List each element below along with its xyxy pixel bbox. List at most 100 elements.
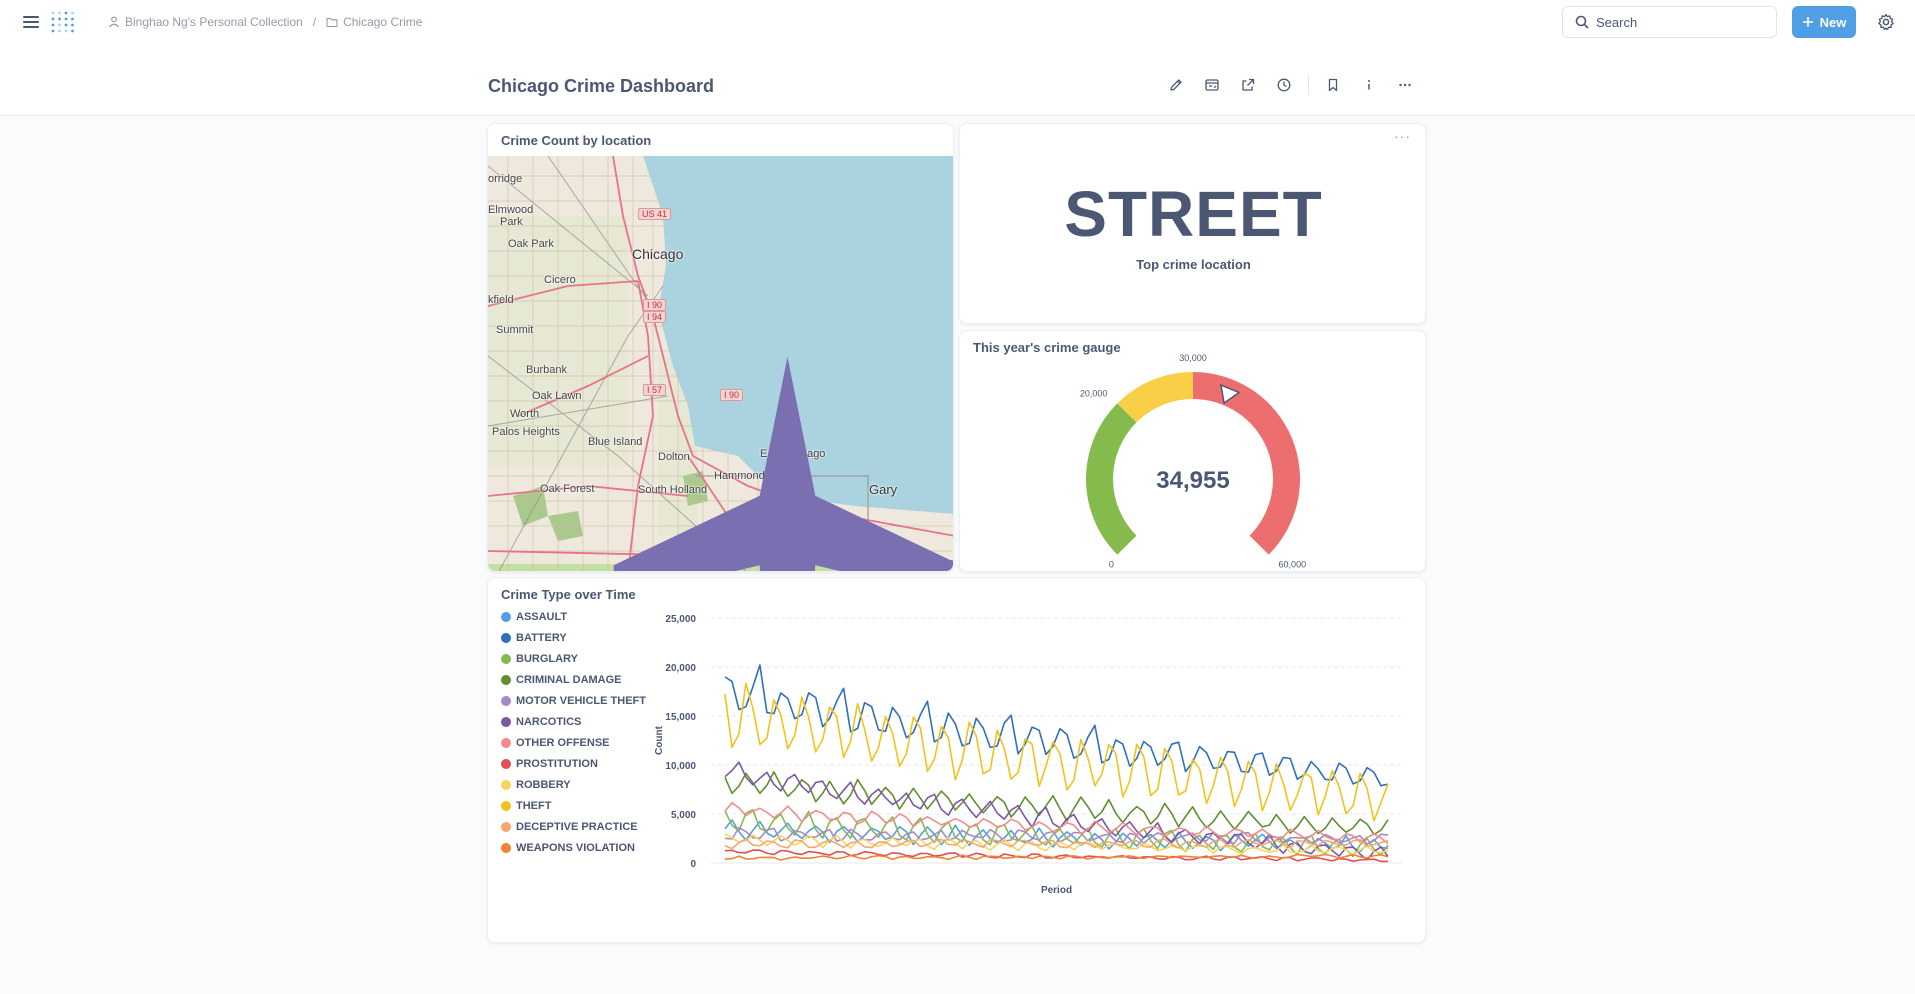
legend-label: NARCOTICS [516,715,582,728]
gauge-segment [1193,372,1300,555]
chart-legend: ASSAULT BATTERY BURGLARY CRIMINAL DAMAGE MOT… [501,606,646,858]
series-line[interactable] [724,664,1389,787]
map-label: Oak Park [508,238,554,250]
legend-item[interactable]: WEAPONS VIOLATION [501,837,646,858]
highway-shield: I 90 [720,389,744,401]
legend-item[interactable]: ROBBERY [501,774,646,795]
highway-shield: I 57 [643,384,667,396]
map-tiles [488,156,953,571]
legend-dot [501,758,511,769]
legend-label: PROSTITUTION [516,757,598,770]
series-line[interactable] [724,802,1389,845]
top-crime-location-card[interactable]: ··· STREET Top crime location [959,123,1426,324]
legend-dot [501,611,511,622]
legend-label: ROBBERY [516,778,571,791]
gauge-segment [1117,372,1193,423]
map-card[interactable]: Crime Count by location [487,123,954,572]
more-icon [1399,83,1411,87]
legend-dot [501,779,511,790]
y-tick-label: 0 [690,859,696,870]
legend-item[interactable]: NARCOTICS [501,711,646,732]
gear-icon[interactable] [1877,13,1895,31]
series-line[interactable] [724,809,1389,858]
map-label: South Holland [638,484,708,496]
pencil-icon [1170,79,1182,91]
legend-dot [501,821,511,832]
info-icon [1368,80,1370,90]
series-line[interactable] [724,761,1389,861]
bookmark-button[interactable] [1315,69,1351,101]
history-icon [1277,78,1291,92]
gauge-tick-label: 0 [1109,560,1114,570]
share-button[interactable] [1230,69,1266,101]
legend-item[interactable]: ASSAULT [501,606,646,627]
series-line[interactable] [724,771,1389,836]
legend-label: WEAPONS VIOLATION [516,841,635,854]
crime-gauge-card[interactable]: This year's crime gauge 34,955 0 20,000 30,… [959,330,1426,572]
series-line[interactable] [724,838,1389,850]
breadcrumb-label: Chicago Crime [343,15,423,29]
card-more-icon[interactable]: ··· [1394,128,1411,144]
edit-dashboard-button[interactable] [1158,69,1194,101]
y-tick-label: 25,000 [665,614,696,625]
y-axis-label: Count [654,725,665,755]
map-label: Cicero [544,274,576,286]
crime-map[interactable]: orridge Elmwood Park Oak Park Chicago Ci… [488,156,953,571]
search-icon [1575,15,1589,29]
scalar-label[interactable]: Top crime location [1136,257,1251,272]
breadcrumb-separator: / [312,15,317,29]
y-tick-label: 15,000 [665,712,696,723]
legend-dot [501,695,511,706]
y-tick-label: 5,000 [671,810,696,821]
series-line[interactable] [724,682,1389,822]
legend-item[interactable]: MOTOR VEHICLE THEFT [501,690,646,711]
map-label: Elmwood [488,204,534,216]
breadcrumb-chicago-crime[interactable]: Chicago Crime [326,15,422,29]
subscription-icon [1205,79,1219,91]
map-label: Hammond [714,470,765,482]
map-label: Oak Lawn [532,390,582,402]
dashboard-header: Chicago Crime Dashboard [0,44,1915,116]
info-button[interactable] [1351,69,1387,101]
legend-item[interactable]: THEFT [501,795,646,816]
breadcrumb: Binghao Ng's Personal Collection / Chica… [108,15,422,29]
legend-label: CRIMINAL DAMAGE [516,673,622,686]
dashboard-actions [1158,69,1423,101]
gauge-tick-label: 60,000 [1279,560,1307,570]
top-navigation-bar: Binghao Ng's Personal Collection / Chica… [0,0,1915,44]
legend-item[interactable]: PROSTITUTION [501,753,646,774]
legend-dot [501,653,511,664]
legend-item[interactable]: OTHER OFFENSE [501,732,646,753]
search-input[interactable]: Search [1562,6,1777,38]
folder-icon [326,17,338,28]
legend-label: OTHER OFFENSE [516,736,610,749]
hamburger-menu-icon[interactable] [23,14,39,30]
new-button[interactable]: New [1792,6,1856,38]
legend-item[interactable]: BATTERY [501,627,646,648]
highway-shield: US 41 [638,208,672,220]
gauge-needle [1219,383,1241,405]
y-tick-label: 10,000 [665,761,696,772]
map-label: Park [500,216,523,228]
history-button[interactable] [1266,69,1302,101]
gauge-tick-label: 30,000 [1179,353,1207,363]
legend-item[interactable]: DECEPTIVE PRACTICE [501,816,646,837]
series-line[interactable] [724,853,1389,861]
legend-item[interactable]: BURGLARY [501,648,646,669]
series-line[interactable] [724,849,1388,863]
legend-dot [501,737,511,748]
dashboard-title[interactable]: Chicago Crime Dashboard [488,76,715,96]
metabase-logo[interactable] [50,10,76,34]
map-label: orridge [488,173,523,185]
map-label: Blue Island [588,436,643,448]
more-options-button[interactable] [1387,69,1423,101]
legend-dot [501,716,511,727]
subscriptions-button[interactable] [1194,69,1230,101]
scalar-value: STREET [1064,178,1323,250]
breadcrumb-personal-collection[interactable]: Binghao Ng's Personal Collection [108,15,303,29]
legend-dot [501,674,511,685]
map-card-title: Crime Count by location [501,133,652,148]
legend-item[interactable]: CRIMINAL DAMAGE [501,669,646,690]
crime-type-over-time-card[interactable]: Crime Type over Time ASSAULT BATTERY BURGL… [487,577,1426,943]
legend-label: BURGLARY [516,652,578,665]
